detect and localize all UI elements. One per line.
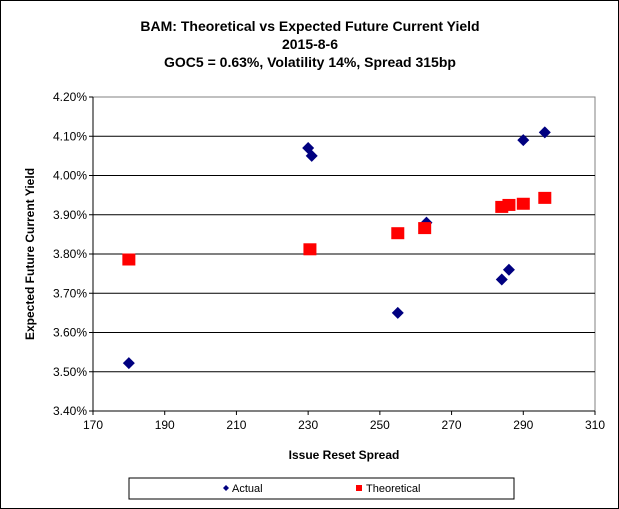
y-tick-label: 4.20% xyxy=(53,90,87,104)
theoretical-point xyxy=(538,191,552,204)
y-tick-label: 3.80% xyxy=(53,247,87,261)
actual-point xyxy=(391,306,404,319)
legend-theoretical-label: Theoretical xyxy=(366,483,420,495)
y-tick-label: 3.90% xyxy=(53,208,87,222)
x-tick-label: 170 xyxy=(83,418,103,432)
theoretical-point xyxy=(303,243,317,256)
y-tick-label: 4.10% xyxy=(53,129,87,143)
y-tick-label: 3.50% xyxy=(53,365,87,379)
chart-title-line-2: 2015-8-6 xyxy=(282,36,338,52)
x-tick-label: 270 xyxy=(442,418,462,432)
x-tick-label: 250 xyxy=(370,418,390,432)
theoretical-point xyxy=(502,198,516,211)
actual-point xyxy=(495,273,508,286)
legend xyxy=(128,477,515,500)
actual-point xyxy=(517,134,530,147)
theoretical-point xyxy=(418,222,432,235)
x-tick-label: 230 xyxy=(298,418,318,432)
theoretical-point xyxy=(122,253,136,266)
actual-point xyxy=(305,149,318,162)
x-axis-label: Issue Reset Spread xyxy=(289,448,400,462)
x-tick-label: 310 xyxy=(585,418,605,432)
chart-title-line-3: GOC5 = 0.63%, Volatility 14%, Spread 315… xyxy=(164,54,456,70)
y-tick-label: 3.70% xyxy=(53,286,87,300)
y-tick-label: 4.00% xyxy=(53,169,87,183)
theoretical-point xyxy=(516,197,530,210)
legend-actual-diamond-icon xyxy=(223,485,229,491)
y-tick-label: 3.60% xyxy=(53,326,87,340)
chart-title-line-1: BAM: Theoretical vs Expected Future Curr… xyxy=(140,18,479,34)
legend-actual-label: Actual xyxy=(232,483,263,495)
actual-point xyxy=(502,263,515,276)
legend-theoretical-square-icon xyxy=(356,485,362,491)
x-tick-label: 190 xyxy=(155,418,175,432)
theoretical-point xyxy=(391,227,405,240)
y-axis-label: Expected Future Current Yield xyxy=(23,168,37,340)
actual-point xyxy=(538,126,551,139)
x-tick-label: 210 xyxy=(226,418,246,432)
y-tick-label: 3.40% xyxy=(53,404,87,418)
actual-point xyxy=(122,357,135,370)
x-tick-label: 290 xyxy=(513,418,533,432)
